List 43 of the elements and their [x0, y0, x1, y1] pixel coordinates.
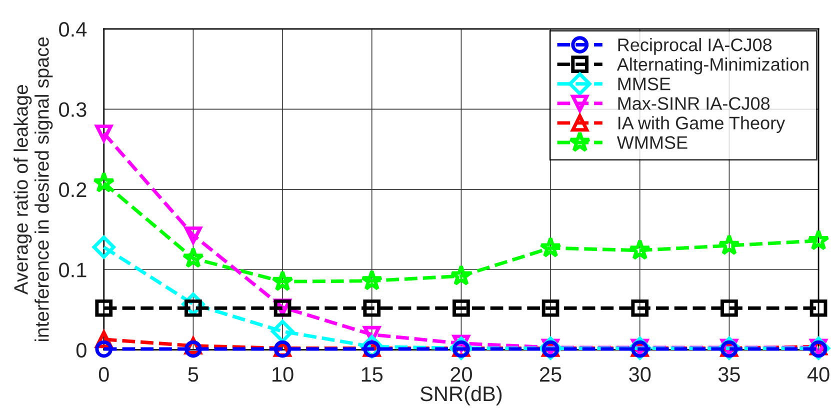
point — [810, 299, 828, 317]
point — [272, 270, 294, 292]
y-tick-label: 0.2 — [59, 182, 86, 198]
point — [808, 229, 830, 250]
x-tick-label: 15 — [362, 367, 383, 382]
x-axis-title: SNR(dB) — [420, 386, 502, 406]
point — [95, 340, 113, 358]
y-tick-label: 0 — [76, 342, 86, 358]
point — [452, 299, 470, 317]
legend-label: WMMSE — [616, 136, 688, 149]
legend-label: MMSE — [618, 78, 670, 90]
point — [540, 236, 562, 258]
x-tick-label: 5 — [188, 367, 198, 382]
point — [363, 299, 381, 317]
point — [184, 226, 202, 244]
x-tick-label: 35 — [718, 367, 740, 382]
legend-label: IA with Game Theory — [618, 116, 786, 133]
point — [631, 299, 649, 317]
x-tick-label: 40 — [807, 367, 830, 382]
point — [542, 299, 560, 317]
y-tick-label: 0.3 — [59, 102, 86, 117]
legend-label: Max-SINR IA-CJ08 — [618, 97, 770, 110]
y-tick-label: 0.1 — [59, 262, 86, 278]
point — [270, 320, 294, 343]
point — [95, 299, 113, 317]
point — [450, 264, 472, 286]
point — [360, 269, 383, 290]
y-tick-label: 0.4 — [59, 22, 87, 37]
y-axis-title: Average ratio of leakage interference in desired signal space — [14, 37, 53, 342]
legend-label: Alternating-Minimization — [616, 58, 808, 74]
point — [628, 238, 651, 260]
legend-label: Reciprocal IA-CJ08 — [618, 38, 772, 55]
x-tick-label: 20 — [450, 367, 472, 382]
point — [720, 299, 738, 317]
point — [92, 172, 115, 193]
point — [718, 234, 740, 256]
point — [92, 236, 116, 259]
point — [184, 340, 202, 358]
x-tick-label: 10 — [272, 367, 294, 382]
x-tick-label: 0 — [98, 367, 109, 382]
x-tick-label: 30 — [629, 367, 651, 382]
x-tick-label: 25 — [540, 367, 562, 382]
point — [182, 246, 204, 268]
